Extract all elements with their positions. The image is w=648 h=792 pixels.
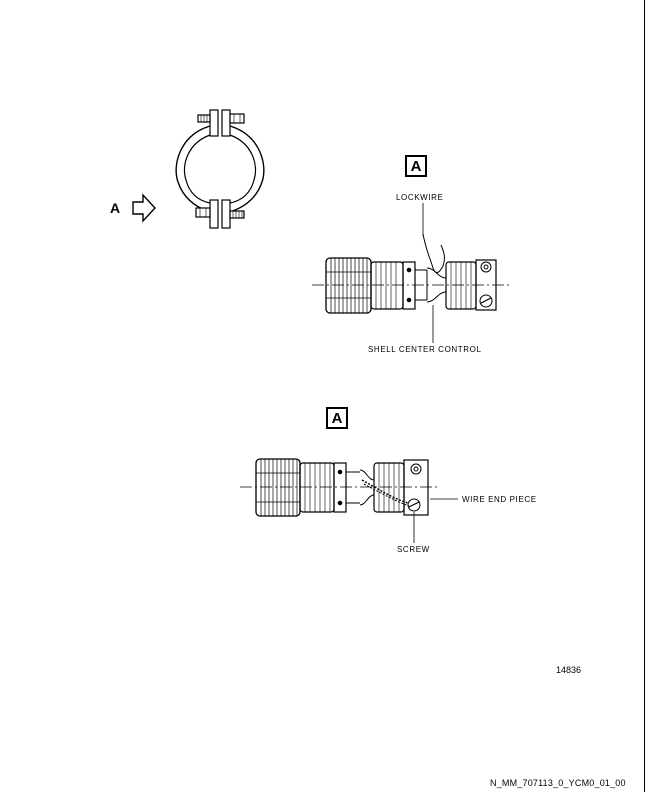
lockwire-label: LOCKWIRE xyxy=(396,193,444,202)
detail-tag-bottom: A xyxy=(326,407,348,429)
clamp-drawing xyxy=(175,109,265,229)
view-arrow-icon xyxy=(132,193,156,223)
page-border xyxy=(644,0,645,792)
wire-end-piece-label: WIRE END PIECE xyxy=(462,495,537,504)
view-arrow-label: A xyxy=(110,200,121,216)
connector-bottom-drawing xyxy=(240,458,458,543)
figure-number: 14836 xyxy=(556,665,582,675)
screw-label: SCREW xyxy=(397,545,430,554)
connector-top-drawing xyxy=(312,203,510,343)
shell-center-control-label: SHELL CENTER CONTROL xyxy=(368,345,482,354)
document-id: N_MM_707113_0_YCM0_01_00 xyxy=(490,778,626,788)
detail-tag-top: A xyxy=(405,155,427,177)
